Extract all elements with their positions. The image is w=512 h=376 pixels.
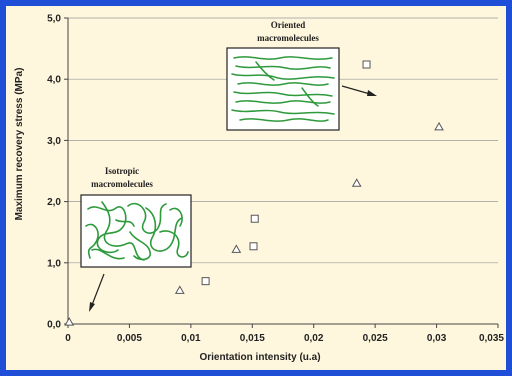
square-point-1 [249,242,258,251]
square-point-2 [250,214,259,223]
isotropic-box [80,194,192,268]
x-tick-label-1: 0,005 [117,333,142,344]
y-tick-label-4: 4,0 [47,75,61,86]
x-tick-label-4: 0,02 [304,333,324,344]
square-point-0 [201,277,210,286]
x-tick-label-6: 0,03 [427,333,447,344]
triangle-point-3 [351,178,362,187]
triangle-point-1 [174,285,185,294]
oriented-inset: Oriented macromolecules [226,20,377,131]
scatter-chart: 0 0,005 0,01 0,015 0,02 0,025 0,03 0,035 0,0 1,0… [14,14,504,364]
x-tick-label-7: 0,035 [479,333,504,344]
oriented-chains-icon [231,56,335,122]
x-axis-label: Orientation intensity (u.a) [199,352,320,363]
y-tick-label-5: 5,0 [47,14,61,25]
triangle-point-2 [231,244,242,253]
y-tick-label-3: 3,0 [47,136,61,147]
triangle-point-0 [64,317,75,326]
oriented-label-line2: macromolecules [257,33,319,43]
triangle-point-4 [434,121,444,131]
isotropic-label-line2: macromolecules [91,179,153,189]
y-tick-label-1: 1,0 [47,258,61,269]
isotropic-label-line1: Isotropic [105,166,139,176]
isotropic-inset: Isotropic macromolecules [80,166,192,312]
oriented-box [226,47,340,131]
oriented-arrowhead [367,90,377,96]
chart-frame: 0 0,005 0,01 0,015 0,02 0,025 0,03 0,035 0,0 1,0… [6,6,506,370]
oriented-arrow [341,85,371,95]
x-tick-label-0: 0 [65,333,71,344]
square-point-3 [362,60,371,69]
x-ticks: 0 0,005 0,01 0,015 0,02 0,025 0,03 0,035 [65,324,504,344]
y-ticks: 0,0 1,0 2,0 3,0 4,0 5,0 [47,14,68,331]
x-tick-label-2: 0,01 [181,333,201,344]
x-tick-label-5: 0,025 [363,333,388,344]
isotropic-arrowhead [89,302,95,312]
y-axis-label: Maximum recovery stress (MPa) [14,68,25,221]
oriented-label-line1: Oriented [271,20,306,30]
y-tick-label-2: 2,0 [47,197,61,208]
isotropic-chains-icon [85,201,189,261]
data-points [64,60,444,326]
isotropic-arrow [91,273,105,306]
axes [67,18,498,325]
y-tick-label-0: 0,0 [47,320,61,331]
x-tick-label-3: 0,015 [240,333,265,344]
